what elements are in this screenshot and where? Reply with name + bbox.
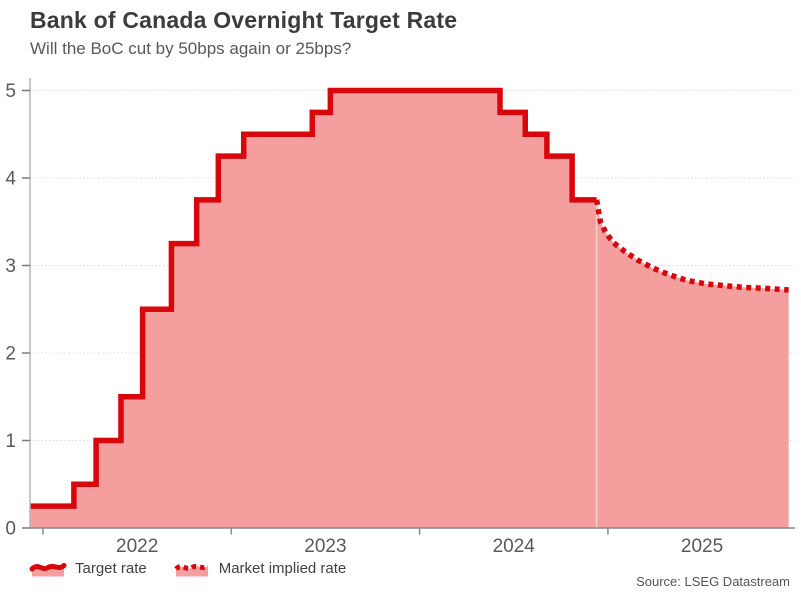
chart-legend: Target rate Market implied rate [29,558,346,578]
y-tick-label-4: 4 [5,169,16,190]
y-tick-label-1: 1 [5,431,16,452]
source-attribution: Source: LSEG Datastream [636,574,790,589]
x-tick-label-2024: 2024 [493,536,536,557]
target-rate-line [29,87,597,509]
y-tick-label-3: 3 [5,256,16,277]
legend-label-target-rate: Target rate [75,559,147,577]
x-tick-label-2025: 2025 [681,536,723,557]
legend-label-market-implied-rate: Market implied rate [218,559,347,577]
legend-item-market-implied-rate: Market implied rate [173,558,347,578]
legend-item-target-rate: Target rate [29,558,147,578]
x-tick-label-2023: 2023 [304,536,346,557]
chart-subtitle: Will the BoC cut by 50bps again or 25bps… [30,39,352,58]
y-tick-label-5: 5 [5,81,16,102]
market-implied-rate-swatch-icon [173,563,210,577]
y-tick-label-0: 0 [5,519,16,540]
market-implied-rate-line [593,199,789,293]
y-tick-label-2: 2 [5,344,16,365]
target-rate-swatch-icon [29,563,67,577]
chart-title: Bank of Canada Overnight Target Rate [30,7,458,33]
x-tick-label-2022: 2022 [116,536,158,557]
